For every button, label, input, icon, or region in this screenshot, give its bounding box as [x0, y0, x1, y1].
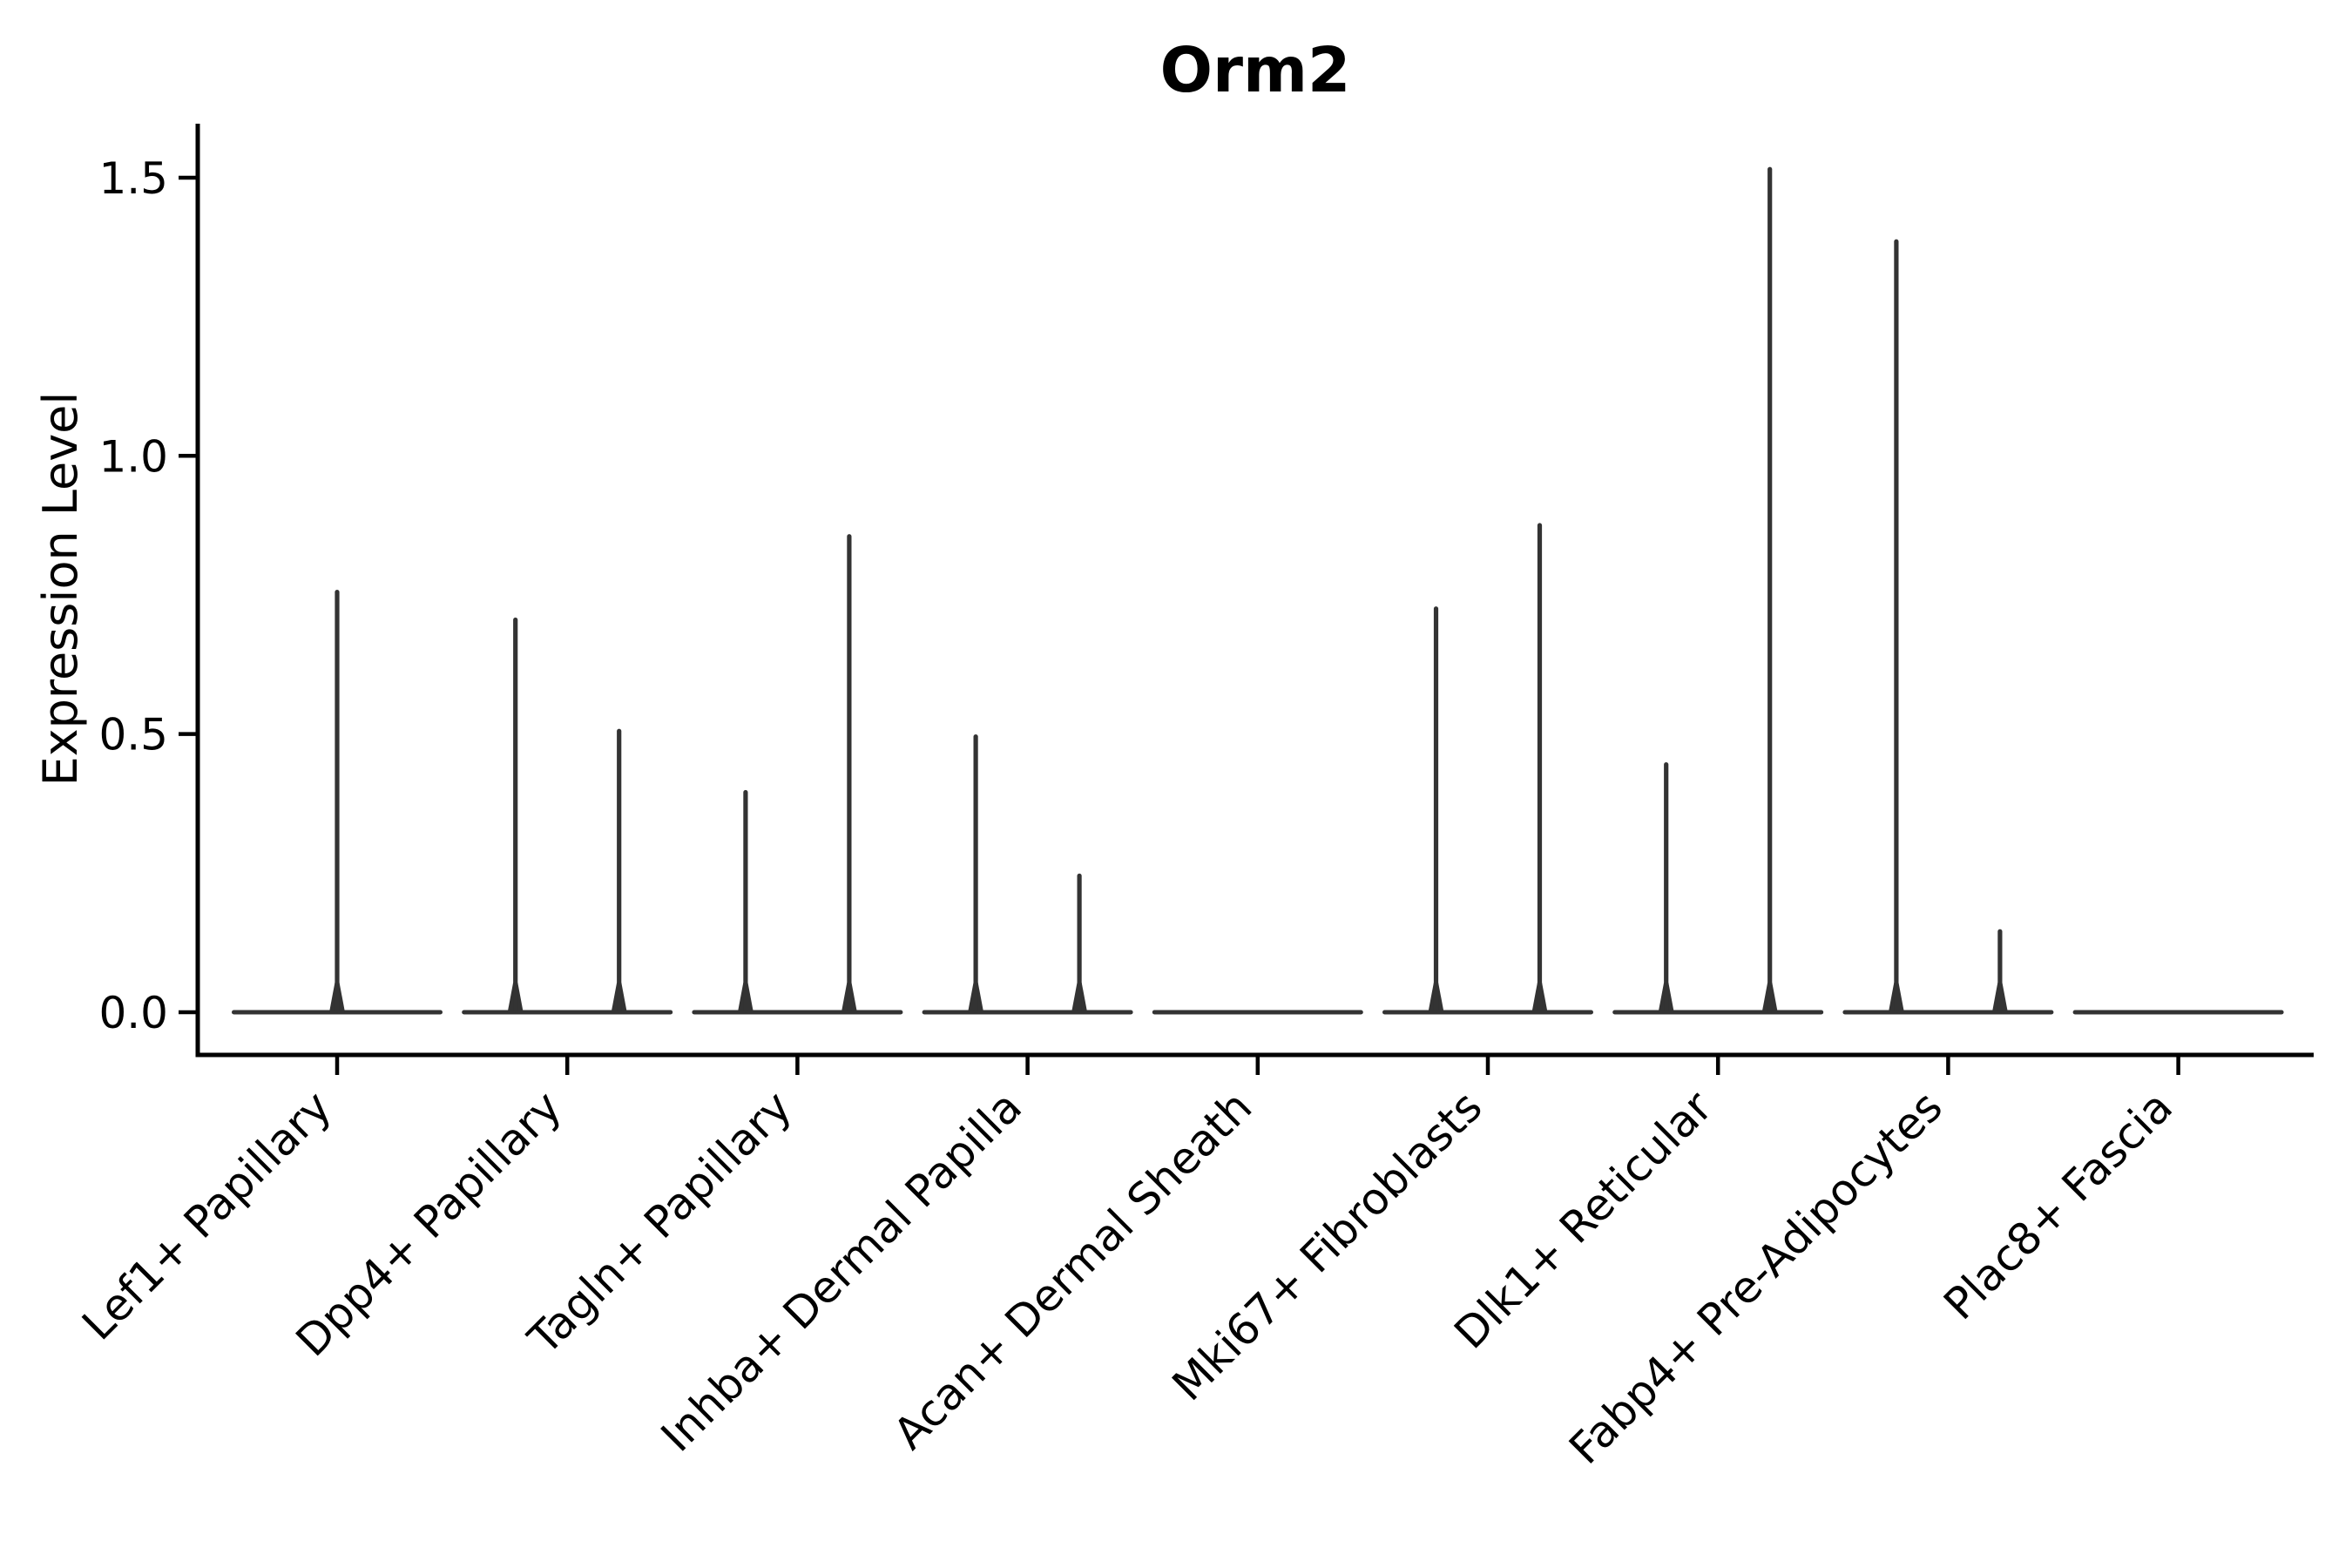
- violin-baseline: [1382, 1010, 1593, 1015]
- y-tick-label: 1.5: [98, 153, 168, 204]
- y-tick-label: 0.0: [98, 988, 168, 1038]
- chart-title: Orm2: [1160, 34, 1351, 106]
- x-axis-ticks: [335, 1055, 2180, 1075]
- violin-baseline: [922, 1010, 1133, 1015]
- violin-baseline: [2072, 1010, 2284, 1015]
- y-tick-label: 0.5: [98, 710, 168, 760]
- x-tick-label: Fabp4+ Pre-Adipocytes: [1559, 1081, 1952, 1474]
- violin-baseline: [692, 1010, 903, 1015]
- violin-baseline: [1152, 1010, 1363, 1015]
- x-tick-label: Plac8+ Fascia: [1934, 1081, 2182, 1329]
- violin-baseline: [1612, 1010, 1824, 1015]
- x-tick-label: Lef1+ Papillary: [72, 1081, 341, 1349]
- violin-baseline: [1842, 1010, 2054, 1015]
- violin-baseline: [462, 1010, 673, 1015]
- violins-layer: [232, 166, 2284, 1015]
- y-axis-label: Expression Level: [33, 392, 88, 787]
- y-tick-label: 1.0: [98, 431, 168, 482]
- y-axis-ticks: 0.0 0.5 1.0 1.5: [98, 153, 198, 1038]
